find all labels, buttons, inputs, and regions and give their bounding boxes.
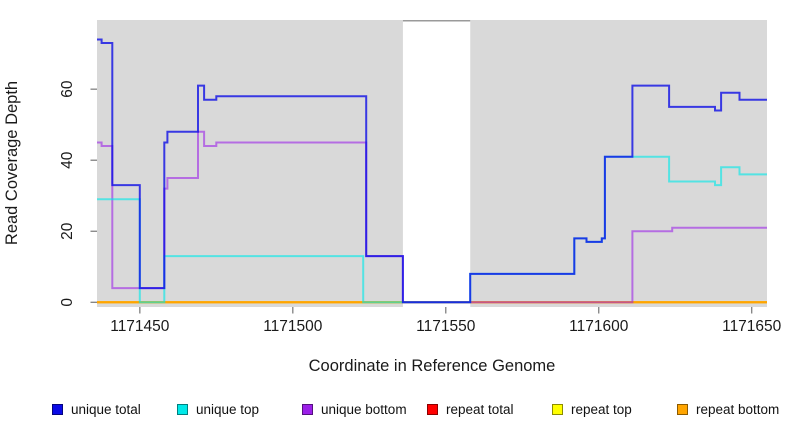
y-tick-label: 0 xyxy=(59,298,76,307)
legend-swatch-unique-total xyxy=(52,403,63,415)
legend-label-unique-top: unique top xyxy=(196,401,260,417)
y-axis-title: Read Coverage Depth xyxy=(3,81,21,245)
y-tick-label: 60 xyxy=(59,80,76,98)
legend-item-unique-total: unique total xyxy=(52,402,177,417)
legend-item-repeat-bottom: repeat bottom xyxy=(677,402,792,417)
series-line-unique-total xyxy=(97,38,767,304)
legend: unique total unique top unique bottom repea… xyxy=(52,396,792,422)
x-tick-label: 1171550 xyxy=(416,318,476,335)
legend-item-unique-bottom: unique bottom xyxy=(302,402,427,417)
legend-item-repeat-top: repeat top xyxy=(552,402,677,417)
x-tick-label: 1171600 xyxy=(569,318,629,335)
legend-label-repeat-total: repeat total xyxy=(446,401,514,417)
plot-area: 1171450 1171500 1171550 1171600 1171650 0 20 40… xyxy=(3,20,782,375)
x-tick-label: 1171450 xyxy=(110,318,170,335)
x-axis-title: Coordinate in Reference Genome xyxy=(309,357,556,375)
legend-swatch-repeat-bottom xyxy=(677,403,688,415)
legend-swatch-unique-top xyxy=(177,403,188,415)
legend-label-unique-bottom: unique bottom xyxy=(321,401,407,417)
legend-swatch-unique-bottom xyxy=(302,403,313,415)
legend-label-unique-total: unique total xyxy=(71,401,141,417)
x-tick-label: 1171500 xyxy=(263,318,323,335)
series-line-unique-bottom xyxy=(97,130,767,304)
legend-swatch-repeat-total xyxy=(427,403,438,415)
legend-item-repeat-total: repeat total xyxy=(427,402,552,417)
x-tick-label: 1171650 xyxy=(722,318,782,335)
legend-label-repeat-top: repeat top xyxy=(571,401,632,417)
y-tick-label: 20 xyxy=(59,222,76,240)
chart-layers: 1171450 1171500 1171550 1171600 1171650 0 20 40… xyxy=(59,20,782,335)
mask-region-band xyxy=(402,20,471,307)
legend-swatch-repeat-top xyxy=(552,403,563,415)
y-tick-label: 40 xyxy=(59,151,76,169)
legend-label-repeat-bottom: repeat bottom xyxy=(696,401,780,417)
legend-item-unique-top: unique top xyxy=(177,402,302,417)
